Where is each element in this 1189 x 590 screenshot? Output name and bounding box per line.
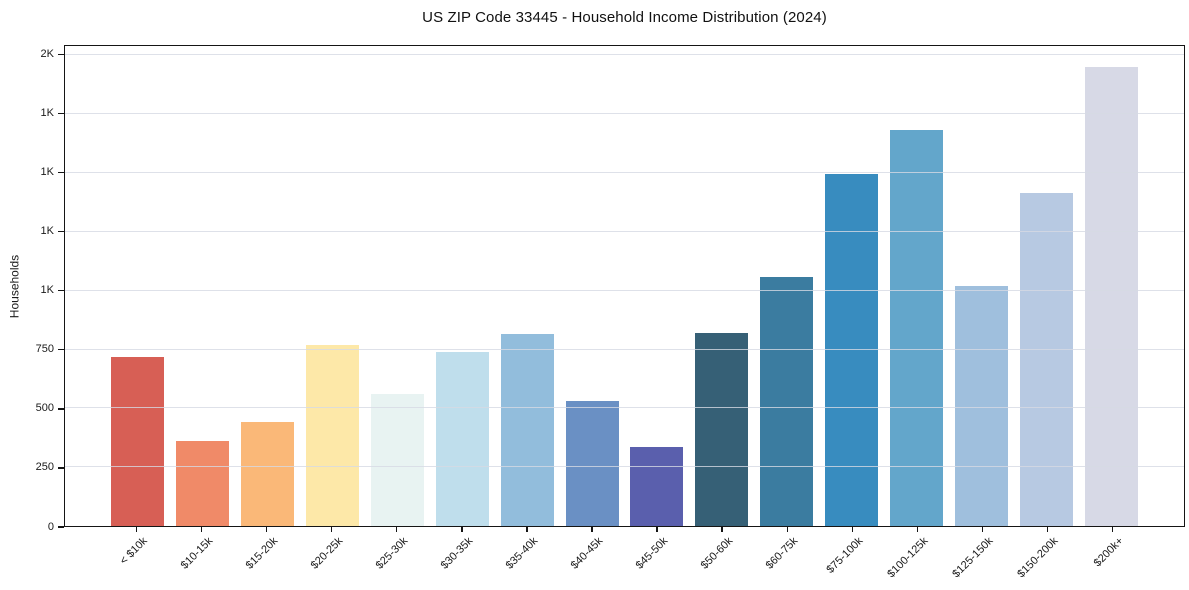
- x-tick-label: < $10k: [117, 535, 151, 568]
- x-tick-label: $200k+: [1091, 535, 1126, 570]
- bar-< $10k: [110, 356, 164, 526]
- x-tick-mark: [266, 527, 268, 532]
- bar-slot: [560, 46, 625, 526]
- gridline-1000: [65, 289, 1184, 291]
- bar-slot: [884, 46, 949, 526]
- bar-slot: [105, 46, 170, 526]
- x-tick-label: $15-20k: [243, 535, 281, 572]
- bar-$35-40k: [500, 334, 554, 526]
- x-tick-mark: [331, 527, 333, 532]
- x-tick-label: $35-40k: [503, 535, 541, 572]
- x-tick-label: $45-50k: [633, 535, 671, 572]
- bar-slot: [235, 46, 300, 526]
- y-tick-label: 0: [47, 520, 54, 533]
- gridline-500: [65, 407, 1184, 409]
- bar-$200k+: [1085, 67, 1139, 526]
- x-tick-mark: [461, 527, 463, 532]
- x-tick-label: $60-75k: [764, 535, 801, 572]
- y-tick-mark: [58, 112, 64, 115]
- x-tick-mark: [916, 527, 918, 532]
- x-tick-label: $40-45k: [568, 535, 606, 572]
- bar-slot: [819, 46, 884, 526]
- x-tick-mark: [396, 527, 398, 532]
- y-tick-label: 2K: [40, 47, 54, 60]
- bar-$40-45k: [565, 401, 619, 526]
- gridline-250: [65, 466, 1184, 468]
- y-tick-mark: [58, 290, 64, 292]
- x-tick-label: $30-35k: [438, 535, 476, 572]
- bar-slot: [170, 46, 235, 526]
- chart-title: US ZIP Code 33445 - Household Income Dis…: [422, 9, 827, 26]
- bar-$10-15k: [175, 441, 229, 526]
- x-tick-mark: [526, 527, 528, 532]
- x-tick-mark: [786, 527, 788, 532]
- bar-slot: [689, 46, 754, 526]
- bar-slot: [949, 46, 1014, 526]
- y-tick-label: 750: [35, 343, 54, 356]
- x-tick-mark: [135, 527, 138, 532]
- bar-$30-35k: [435, 351, 489, 526]
- x-tick-mark: [1111, 527, 1114, 532]
- gridline-1250: [65, 230, 1184, 232]
- x-tick-label: $125-150k: [950, 535, 996, 581]
- x-tick-mark: [981, 527, 984, 532]
- x-tick-mark: [656, 527, 658, 532]
- bar-slot: [300, 46, 365, 526]
- bars-container: [105, 46, 1144, 526]
- y-tick-label: 1K: [40, 225, 54, 238]
- bar-slot: [625, 46, 690, 526]
- bar-$125-150k: [955, 286, 1009, 526]
- bar-slot: [1014, 46, 1079, 526]
- y-tick-label: 1K: [40, 166, 54, 179]
- bar-slot: [430, 46, 495, 526]
- x-tick-label: $25-30k: [373, 535, 411, 572]
- y-tick-label: 1K: [40, 107, 54, 120]
- y-tick-mark: [58, 467, 64, 469]
- x-tick-mark: [851, 527, 853, 532]
- gridline-750: [65, 348, 1184, 350]
- gridline-1500: [65, 172, 1184, 174]
- y-tick-mark: [58, 526, 64, 528]
- y-tick-mark: [58, 231, 64, 233]
- x-tick-label: $10-15k: [178, 535, 216, 572]
- y-tick-label: 1K: [40, 284, 54, 297]
- y-tick-label: 250: [35, 461, 54, 474]
- x-tick-mark: [1046, 527, 1049, 532]
- gridline-1750: [65, 113, 1184, 115]
- bar-$100-125k: [890, 129, 944, 526]
- x-tick-mark: [721, 527, 723, 532]
- plot-area: [64, 45, 1185, 527]
- x-tick-label: $50-60k: [698, 535, 736, 572]
- y-tick-mark: [58, 349, 64, 351]
- bar-$60-75k: [760, 276, 814, 526]
- x-tick-label: $150-200k: [1015, 535, 1061, 581]
- bar-$20-25k: [305, 344, 359, 526]
- bar-$50-60k: [695, 333, 749, 526]
- bar-slot: [365, 46, 430, 526]
- x-tick-mark: [591, 527, 593, 532]
- gridline-2000: [65, 54, 1184, 56]
- bar-slot: [1079, 46, 1144, 526]
- bar-slot: [754, 46, 819, 526]
- y-tick-mark: [58, 171, 64, 174]
- y-tick-mark: [58, 53, 64, 56]
- bar-$15-20k: [240, 422, 294, 526]
- x-tick-label: $100-125k: [885, 535, 931, 581]
- y-tick-label: 500: [35, 402, 54, 415]
- bar-$45-50k: [630, 447, 684, 526]
- bar-$150-200k: [1020, 193, 1074, 526]
- bar-$75-100k: [825, 174, 879, 526]
- x-tick-label: $75-100k: [824, 535, 866, 576]
- y-tick-mark: [58, 408, 64, 410]
- bar-slot: [495, 46, 560, 526]
- x-tick-label: $20-25k: [308, 535, 346, 572]
- x-tick-mark: [200, 527, 203, 532]
- bar-$25-30k: [370, 394, 424, 526]
